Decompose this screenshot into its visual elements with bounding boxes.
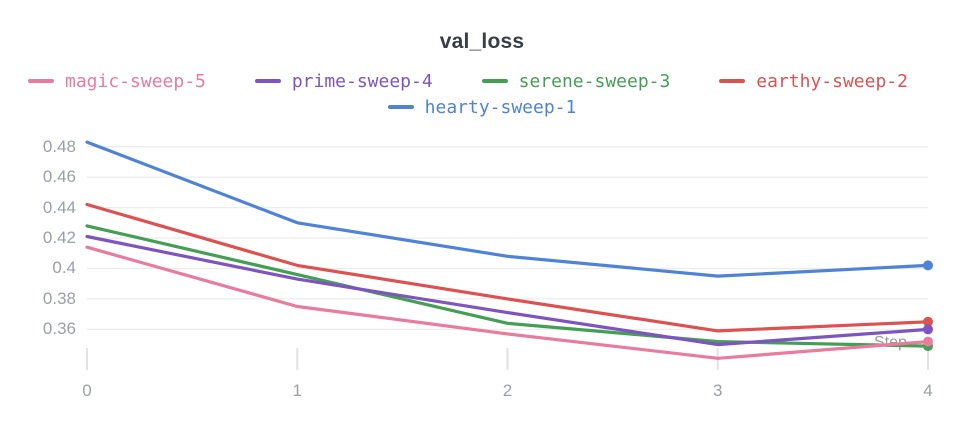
end-point-marker-prime-sweep-4[interactable] <box>923 324 933 335</box>
end-point-marker-magic-sweep-5[interactable] <box>923 336 933 347</box>
line-swatch-icon <box>719 79 746 83</box>
y-axis-tick-label: 0.44 <box>42 197 76 217</box>
legend-label: prime-sweep-4 <box>291 70 433 92</box>
legend-item-hearty-sweep-1[interactable]: hearty-sweep-1 <box>387 96 577 118</box>
legend-label: magic-sweep-5 <box>65 70 206 92</box>
legend-label: earthy-sweep-2 <box>756 70 908 92</box>
x-axis-tick-label: 0 <box>82 381 92 400</box>
chart-legend: magic-sweep-5 prime-sweep-4 serene-sweep… <box>0 68 964 120</box>
y-axis-tick-label: 0.38 <box>42 288 76 308</box>
legend-label: hearty-sweep-1 <box>424 96 577 118</box>
chart-title: val_loss <box>439 30 525 53</box>
x-axis-tick-label: 4 <box>923 381 933 400</box>
series-line-earthy-sweep-2[interactable] <box>85 202 930 333</box>
y-axis-tick-label: 0.42 <box>42 228 76 248</box>
x-axis-tick-label: 2 <box>502 381 513 400</box>
line-swatch-icon <box>481 79 508 83</box>
end-point-marker-earthy-sweep-2[interactable] <box>923 316 933 327</box>
line-swatch-icon <box>254 79 281 83</box>
y-axis-tick-label: 0.36 <box>42 319 76 339</box>
legend-item-prime-sweep-4[interactable]: prime-sweep-4 <box>254 70 433 92</box>
legend-label: serene-sweep-3 <box>518 70 671 92</box>
x-axis-tick-label: 3 <box>713 381 723 400</box>
series-line-serene-sweep-3[interactable] <box>85 224 930 348</box>
line-swatch-icon <box>387 105 414 109</box>
legend-row-2: hearty-sweep-1 <box>0 94 964 120</box>
y-axis-tick-label: 0.4 <box>52 258 76 278</box>
legend-item-serene-sweep-3[interactable]: serene-sweep-3 <box>481 70 671 92</box>
series-line-prime-sweep-4[interactable] <box>85 234 930 347</box>
legend-row-1: magic-sweep-5 prime-sweep-4 serene-sweep… <box>0 68 964 94</box>
y-axis-tick-label: 0.46 <box>42 167 76 187</box>
end-point-marker-hearty-sweep-1[interactable] <box>923 260 933 271</box>
legend-item-earthy-sweep-2[interactable]: earthy-sweep-2 <box>719 71 908 92</box>
series-line-hearty-sweep-1[interactable] <box>85 140 930 278</box>
series-line-magic-sweep-5[interactable] <box>85 245 930 360</box>
legend-item-magic-sweep-5[interactable]: magic-sweep-5 <box>28 71 206 92</box>
x-axis-tick-label: 1 <box>292 381 302 400</box>
y-axis-tick-label: 0.48 <box>42 136 76 156</box>
line-swatch-icon <box>28 79 54 83</box>
